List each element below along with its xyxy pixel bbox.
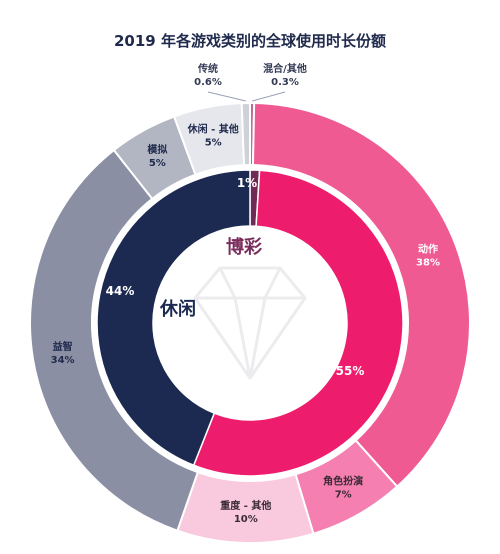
outer-label-1: 动作 38%	[416, 243, 440, 269]
inner-group-label-2: 休闲	[159, 298, 196, 320]
inner-pct-2: 44%	[106, 284, 135, 298]
chart-title: 2019 年各游戏类别的全球使用时长份额	[114, 32, 386, 50]
inner-group-label-0: 博彩	[226, 236, 262, 258]
outer-label-4: 益智 34%	[51, 340, 75, 366]
outer-label-2: 角色扮演 7%	[323, 475, 363, 501]
diamond-outline	[193, 266, 307, 380]
outer-slice-1	[251, 102, 471, 488]
inner-slice-2	[96, 169, 251, 467]
outer-slice-7	[240, 101, 251, 167]
inner-group-label-1: 重度	[294, 328, 331, 350]
outer-slice-4	[29, 148, 200, 532]
labels-layer: 混合/其他 0.3% 动作 38% 角色扮演 7% 重度 - 其他 10% 益智 34% 模拟 5% 休…	[51, 62, 440, 525]
diamond-watermark-icon	[193, 266, 307, 380]
outer-label-6: 休闲 - 其他 5%	[187, 123, 239, 149]
inner-slice-1	[192, 169, 404, 477]
outer-label-0: 混合/其他 0.3%	[263, 62, 307, 88]
inner-ring	[96, 169, 404, 477]
inner-pct-1: 55%	[336, 364, 365, 378]
outer-ring	[29, 101, 471, 544]
leader-line-7	[207, 91, 246, 102]
outer-label-5: 模拟 5%	[147, 143, 167, 169]
leader-line-0	[251, 91, 286, 102]
inner-pct-0: 1%	[237, 176, 257, 190]
outer-label-3: 重度 - 其他 10%	[220, 499, 271, 525]
outer-label-7: 传统 0.6%	[194, 62, 222, 88]
